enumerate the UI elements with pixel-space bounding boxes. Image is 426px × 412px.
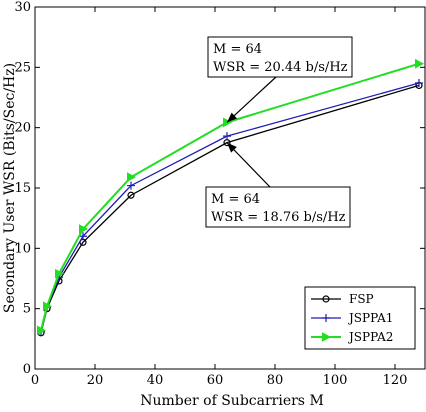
data-point-jsppa1	[223, 132, 231, 141]
legend-swatch-marker	[322, 295, 330, 303]
data-point-jsppa2	[55, 268, 65, 279]
x-tick-label: 0	[31, 373, 39, 388]
y-axis-ticks: 0 5 10 15 20 25 30	[14, 0, 425, 377]
x-tick-label: 60	[207, 373, 224, 388]
legend-label: JSPPA1	[347, 311, 393, 325]
legend-label: JSPPA2	[347, 330, 393, 344]
legend-swatch-marker	[322, 314, 330, 322]
annotation-arrow-head	[227, 142, 237, 153]
annotation-frame	[207, 36, 353, 78]
data-point-jsppa2	[79, 224, 89, 234]
y-tick-label: 10	[14, 241, 31, 256]
legend-item-jsppa1: JSPPA1	[311, 311, 393, 325]
annotation-arrow-line	[226, 142, 271, 188]
annotation-line-1: M = 64	[211, 192, 260, 207]
data-point-jsppa2	[127, 172, 137, 182]
annotation-line-1: M = 64	[213, 42, 262, 57]
annotation-line-2: WSR = 20.44 b/s/Hz	[213, 60, 348, 75]
x-axis-label: Number of Subcarriers M	[140, 393, 324, 409]
data-point-jsppa2	[415, 58, 425, 69]
annotation-arrow-line	[226, 76, 277, 123]
data-point-jsppa1	[127, 181, 135, 190]
x-tick-label: 20	[87, 373, 104, 388]
legend: FSP JSPPA1 JSPPA2	[304, 286, 416, 350]
x-tick-label: 80	[267, 373, 284, 388]
legend-item-jsppa2: JSPPA2	[311, 330, 393, 344]
data-point-jsppa2	[37, 325, 47, 336]
y-tick-label: 30	[14, 0, 31, 15]
legend-swatch-marker	[322, 332, 332, 342]
data-point-jsppa1	[79, 232, 87, 241]
y-tick-label: 0	[23, 362, 31, 377]
legend-label: FSP	[349, 292, 374, 306]
data-point-jsppa2	[43, 301, 53, 312]
x-tick-label: 120	[383, 373, 408, 388]
annotation-frame	[205, 186, 351, 228]
data-point-fsp	[127, 191, 135, 199]
x-tick-label: 40	[147, 373, 164, 388]
y-axis-label: Secondary User WSR (Bits/Sec/Hz)	[2, 63, 18, 313]
data-point-jsppa1	[415, 79, 423, 88]
annotation-line-2: WSR = 18.76 b/s/Hz	[211, 210, 346, 225]
y-tick-label: 25	[14, 60, 31, 75]
annotation-box-1: M = 64 WSR = 20.44 b/s/Hz	[207, 36, 353, 123]
annotation-arrow-head	[227, 112, 238, 123]
x-tick-label: 100	[323, 373, 348, 388]
y-tick-label: 15	[14, 181, 31, 196]
y-tick-label: 5	[23, 302, 31, 317]
annotation-box-2: M = 64 WSR = 18.76 b/s/Hz	[205, 142, 351, 228]
legend-item-fsp: FSP	[311, 292, 374, 306]
annotations-layer: M = 64 WSR = 20.44 b/s/Hz M = 64 WSR = 18.7…	[205, 36, 353, 228]
x-axis-ticks: 0 20 40 60 80 100 120	[31, 7, 408, 388]
y-tick-label: 20	[14, 121, 31, 136]
